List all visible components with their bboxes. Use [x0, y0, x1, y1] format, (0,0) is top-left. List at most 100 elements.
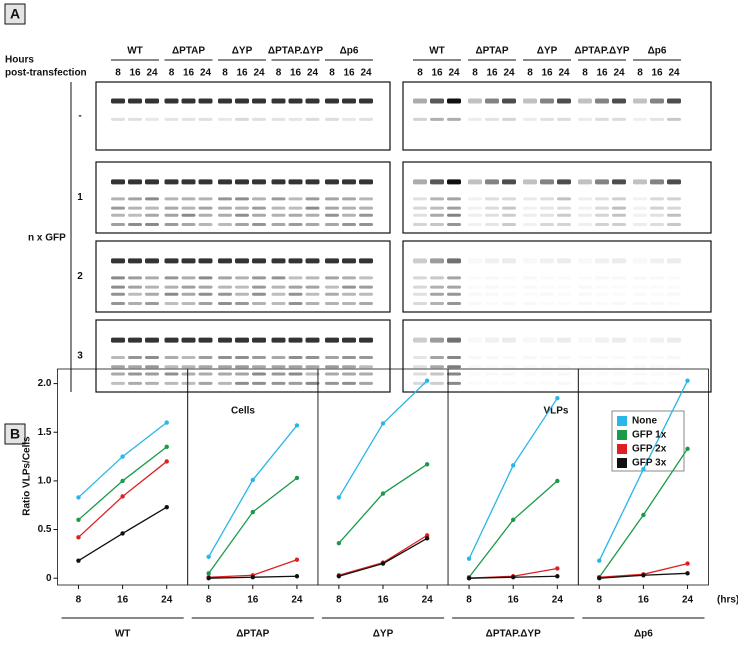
band	[578, 293, 592, 296]
band	[612, 117, 626, 121]
band	[578, 206, 592, 210]
band	[413, 222, 427, 226]
band	[485, 373, 499, 376]
lane-label: 16	[183, 68, 195, 79]
band	[485, 382, 499, 385]
data-point	[76, 517, 81, 523]
band	[667, 382, 681, 385]
band	[252, 213, 266, 217]
band	[650, 117, 664, 121]
band	[288, 222, 303, 226]
band	[325, 98, 339, 104]
band	[198, 98, 213, 104]
data-point	[466, 575, 472, 581]
band	[252, 381, 266, 385]
data-point	[76, 558, 81, 563]
band	[271, 292, 286, 296]
group-label: ΔYP	[537, 46, 558, 57]
chart-title: Δp6	[634, 629, 653, 640]
band	[342, 337, 356, 343]
band	[485, 179, 499, 185]
group-label: WT	[127, 46, 143, 57]
band	[612, 206, 626, 210]
band	[305, 98, 320, 104]
data-point	[685, 446, 690, 451]
band	[413, 365, 427, 369]
series-line	[208, 477, 298, 574]
band	[288, 213, 303, 217]
band	[181, 372, 196, 376]
band	[198, 381, 213, 385]
band	[235, 117, 249, 121]
data-point	[164, 459, 169, 464]
band	[164, 117, 179, 121]
band	[485, 117, 499, 121]
band	[523, 365, 537, 368]
band	[485, 337, 499, 343]
band	[145, 258, 159, 264]
band	[128, 206, 142, 210]
blot-label: VLPs	[543, 406, 568, 417]
band	[128, 381, 142, 385]
band	[342, 365, 356, 369]
band	[252, 98, 266, 104]
blot	[95, 81, 391, 151]
band	[164, 197, 179, 201]
band	[252, 222, 266, 226]
band	[430, 292, 444, 296]
data-point	[294, 574, 300, 579]
band	[595, 365, 609, 368]
band	[235, 337, 249, 343]
band	[468, 213, 482, 217]
blot-label: Cells	[231, 406, 255, 417]
band	[468, 373, 482, 376]
band	[578, 302, 592, 305]
band	[413, 301, 427, 305]
band	[468, 98, 482, 104]
band	[252, 276, 266, 280]
band	[111, 365, 125, 369]
band	[128, 372, 142, 376]
band	[523, 179, 537, 185]
lane-label: 24	[253, 68, 265, 79]
band	[164, 365, 179, 369]
band	[359, 372, 373, 376]
band	[502, 286, 516, 289]
band	[523, 286, 537, 289]
band	[595, 179, 609, 185]
band	[447, 372, 461, 376]
band	[595, 293, 609, 296]
band	[485, 197, 499, 201]
band	[145, 372, 159, 376]
x-tick-label: 8	[206, 595, 212, 606]
band	[218, 179, 232, 185]
x-tick-label: 24	[552, 595, 564, 606]
band	[342, 381, 356, 385]
band	[523, 197, 537, 201]
x-tick-label: 8	[596, 595, 602, 606]
band	[218, 381, 232, 385]
band	[271, 222, 286, 226]
band	[288, 355, 303, 359]
band	[413, 285, 427, 289]
band	[650, 213, 664, 217]
band	[325, 301, 339, 305]
band	[305, 117, 320, 121]
band	[252, 365, 266, 369]
band	[557, 197, 571, 201]
band	[342, 206, 356, 210]
band	[325, 258, 339, 264]
band	[557, 213, 571, 217]
band	[111, 222, 125, 226]
lane-label: 16	[486, 68, 498, 79]
band	[145, 213, 159, 217]
band	[128, 222, 142, 226]
series-line	[78, 421, 168, 498]
band	[198, 197, 213, 201]
band	[430, 179, 444, 185]
band	[145, 301, 159, 305]
band	[430, 301, 444, 305]
band	[235, 258, 249, 264]
band	[447, 276, 461, 280]
series-line	[468, 480, 558, 578]
